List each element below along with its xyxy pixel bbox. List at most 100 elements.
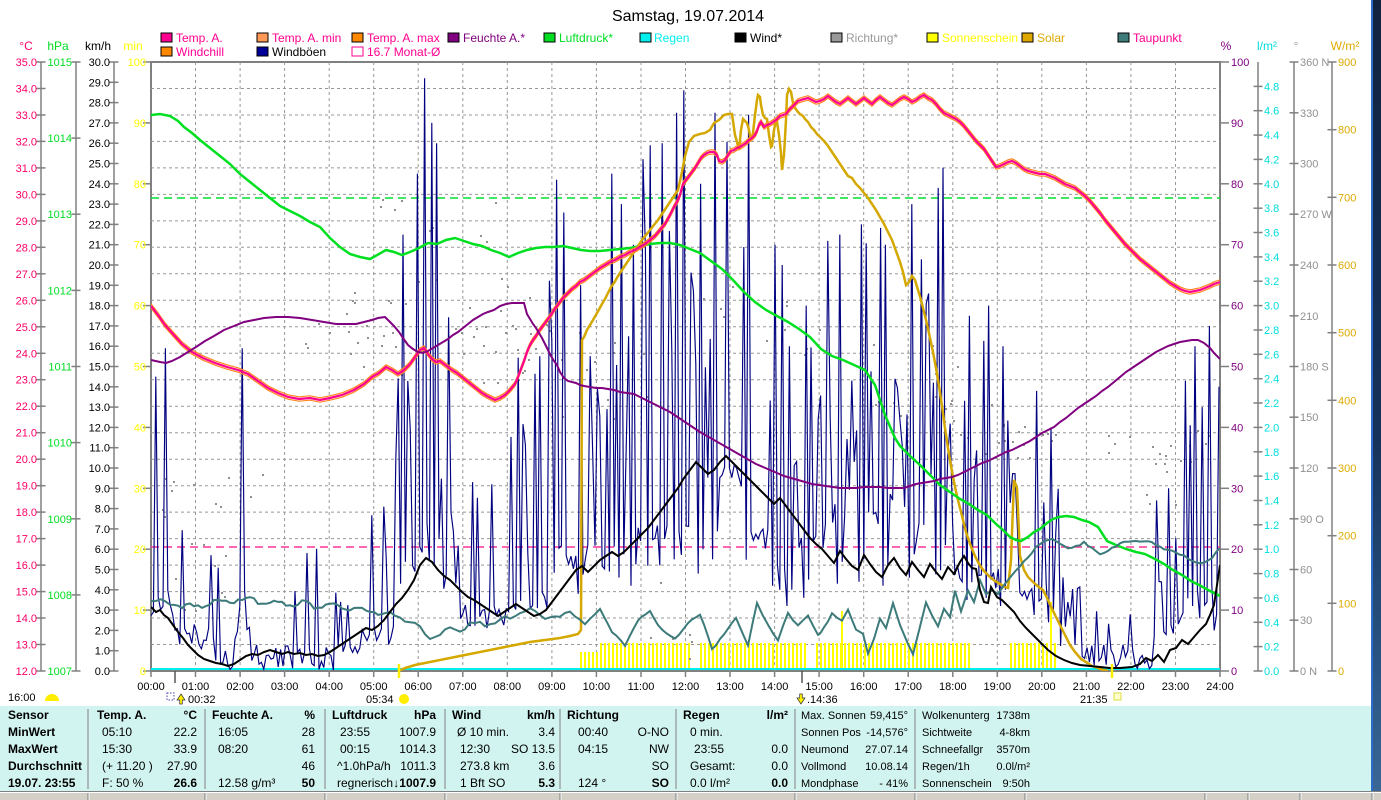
svg-text:10.0: 10.0 — [89, 463, 110, 475]
svg-text:3.8: 3.8 — [1264, 203, 1279, 215]
svg-text:1.2: 1.2 — [1264, 520, 1279, 532]
svg-text:20.0: 20.0 — [16, 454, 37, 466]
svg-text:16:00: 16:00 — [8, 692, 36, 704]
svg-text:23:55: 23:55 — [340, 725, 370, 739]
svg-text:0.6: 0.6 — [1264, 593, 1279, 605]
svg-text:0.8: 0.8 — [1264, 569, 1279, 581]
svg-text:%: % — [1221, 39, 1232, 53]
svg-text:2.8: 2.8 — [1264, 325, 1279, 337]
svg-text:3570m: 3570m — [996, 744, 1030, 756]
svg-text:90: 90 — [134, 118, 146, 130]
svg-text:1 Bft SO: 1 Bft SO — [460, 776, 505, 790]
svg-text:30: 30 — [1300, 615, 1312, 627]
svg-text:21:35: 21:35 — [1080, 694, 1108, 706]
svg-text:19:00: 19:00 — [984, 681, 1012, 693]
svg-text:17.0: 17.0 — [16, 534, 37, 546]
svg-text:Luftdruck: Luftdruck — [332, 708, 388, 722]
svg-text:Durchschnitt: Durchschnitt — [8, 759, 82, 773]
svg-text:27.07.14: 27.07.14 — [865, 744, 908, 756]
svg-text:3.2: 3.2 — [1264, 276, 1279, 288]
svg-text:18:00: 18:00 — [939, 681, 967, 693]
svg-text:Regen/1h: Regen/1h — [922, 761, 970, 773]
svg-text:06:00: 06:00 — [404, 681, 432, 693]
svg-text:00:00: 00:00 — [137, 681, 165, 693]
svg-text:Windböen: Windböen — [272, 45, 326, 59]
svg-text:600: 600 — [1338, 260, 1356, 272]
svg-text:24.0: 24.0 — [16, 348, 37, 360]
svg-text:90: 90 — [1231, 118, 1243, 130]
svg-text:Sichtweite: Sichtweite — [922, 727, 972, 739]
svg-text:03:00: 03:00 — [271, 681, 299, 693]
svg-text:05:00: 05:00 — [360, 681, 388, 693]
svg-text:23:55: 23:55 — [694, 742, 724, 756]
svg-text:W/m²: W/m² — [1331, 39, 1360, 53]
svg-text:180 S: 180 S — [1300, 362, 1329, 374]
svg-text:3.4: 3.4 — [1264, 252, 1279, 264]
svg-text:61: 61 — [302, 742, 316, 756]
svg-text:14.0: 14.0 — [16, 613, 37, 625]
svg-text:360 N: 360 N — [1300, 57, 1329, 69]
svg-text:2.4: 2.4 — [1264, 374, 1279, 386]
svg-text:60: 60 — [1231, 301, 1243, 313]
svg-text:16.7 Monat-Ø: 16.7 Monat-Ø — [367, 45, 440, 59]
svg-text:0.0 l/m²: 0.0 l/m² — [690, 776, 730, 790]
svg-text:22.0: 22.0 — [16, 401, 37, 413]
svg-text:270 W: 270 W — [1300, 209, 1332, 221]
svg-text:1007.9: 1007.9 — [399, 725, 436, 739]
svg-text:0.0: 0.0 — [771, 776, 788, 790]
svg-text:60: 60 — [134, 301, 146, 313]
svg-text:29.0: 29.0 — [89, 77, 110, 89]
svg-text:10: 10 — [1231, 605, 1243, 617]
svg-text:60: 60 — [1300, 565, 1312, 577]
svg-text:0: 0 — [1231, 666, 1237, 678]
svg-text:8.0: 8.0 — [95, 504, 110, 516]
svg-text:15.0: 15.0 — [89, 362, 110, 374]
svg-text:F: 50 %: F: 50 % — [102, 776, 144, 790]
svg-text:°C: °C — [184, 708, 198, 722]
svg-text:21:00: 21:00 — [1073, 681, 1101, 693]
svg-text:17:00: 17:00 — [894, 681, 922, 693]
svg-text:00:15: 00:15 — [340, 742, 370, 756]
svg-text:1.0: 1.0 — [1264, 544, 1279, 556]
svg-text:%: % — [304, 708, 315, 722]
svg-text:21.0: 21.0 — [16, 428, 37, 440]
svg-text:80: 80 — [1231, 179, 1243, 191]
svg-text:Sensor: Sensor — [8, 708, 49, 722]
svg-text:08:00: 08:00 — [494, 681, 522, 693]
svg-text:Wind: Wind — [452, 708, 481, 722]
svg-text:4.8: 4.8 — [1264, 81, 1279, 93]
svg-text:28: 28 — [302, 725, 316, 739]
svg-text:regnerisch: regnerisch — [337, 776, 393, 790]
svg-text:Regen: Regen — [683, 708, 720, 722]
svg-text:9:50h: 9:50h — [1002, 778, 1030, 790]
svg-text:70: 70 — [1231, 240, 1243, 252]
svg-text:°C: °C — [19, 39, 33, 53]
svg-text:20:00: 20:00 — [1028, 681, 1056, 693]
svg-text:23.0: 23.0 — [89, 199, 110, 211]
svg-text:17.0: 17.0 — [89, 321, 110, 333]
svg-text:SO 13.5: SO 13.5 — [511, 742, 555, 756]
svg-text:46: 46 — [302, 759, 316, 773]
svg-text:20: 20 — [1231, 544, 1243, 556]
svg-text:22:00: 22:00 — [1117, 681, 1145, 693]
svg-text:400: 400 — [1338, 395, 1356, 407]
svg-text:3.0: 3.0 — [1264, 301, 1279, 313]
svg-text:120: 120 — [1300, 463, 1318, 475]
svg-text:900: 900 — [1338, 57, 1356, 69]
svg-text:0 min.: 0 min. — [690, 725, 723, 739]
svg-text:↓1007.9: ↓1007.9 — [393, 776, 436, 790]
svg-text:300: 300 — [1338, 463, 1356, 475]
svg-text:15:00: 15:00 — [805, 681, 833, 693]
svg-text:Solar: Solar — [1037, 31, 1065, 45]
svg-text:Temp. A.: Temp. A. — [176, 31, 223, 45]
svg-text:SO: SO — [652, 759, 669, 773]
svg-text:km/h: km/h — [527, 708, 555, 722]
svg-text:3.4: 3.4 — [538, 725, 555, 739]
svg-text:12:00: 12:00 — [672, 681, 700, 693]
svg-text:Wind*: Wind* — [750, 31, 782, 45]
svg-text:Neumond: Neumond — [801, 744, 849, 756]
svg-text:0.4: 0.4 — [1264, 617, 1279, 629]
svg-text:1011: 1011 — [48, 362, 72, 374]
svg-text:01:00: 01:00 — [182, 681, 210, 693]
svg-text:1012: 1012 — [48, 285, 72, 297]
